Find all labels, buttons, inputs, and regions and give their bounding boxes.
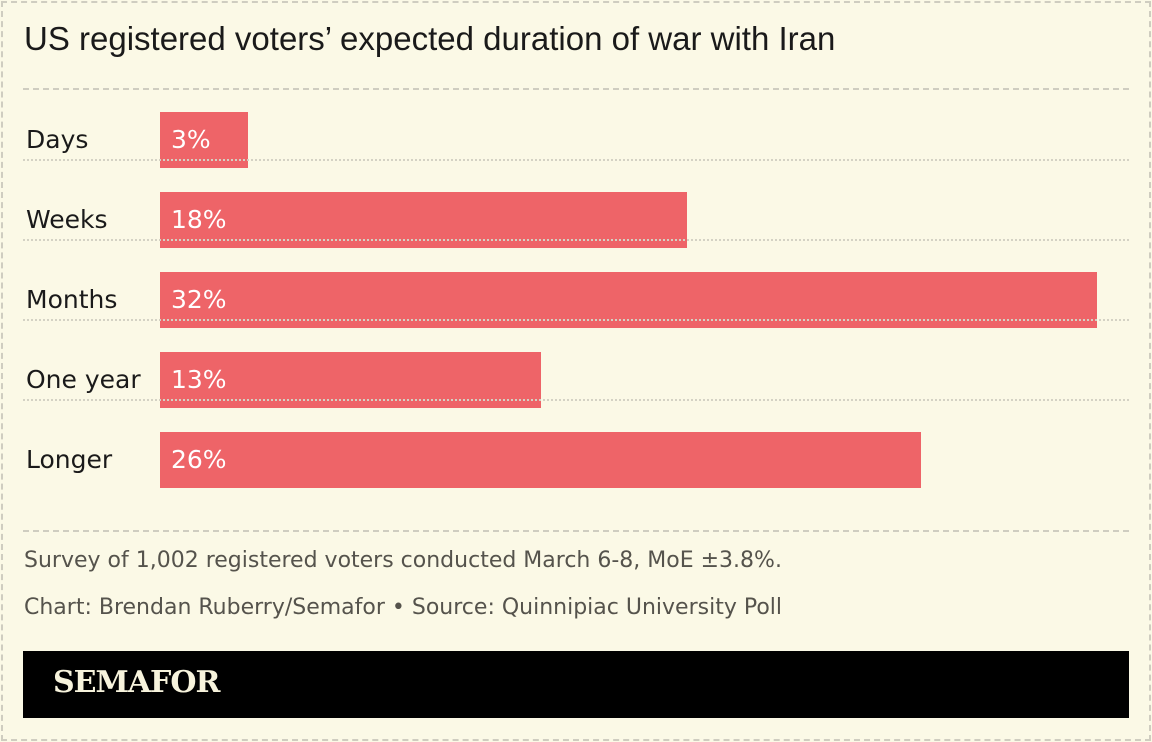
value-label: 3% (171, 125, 211, 154)
category-label: One year (26, 365, 141, 394)
divider (23, 530, 1129, 532)
category-label: Months (26, 285, 118, 314)
brand-bar: SEMAFOR (23, 651, 1129, 718)
row-separator (23, 159, 1129, 161)
bar-days (160, 112, 248, 168)
credit-line: Chart: Brendan Ruberry/Semafor • Source:… (24, 595, 783, 620)
semafor-logo: SEMAFOR (53, 665, 220, 700)
bar-weeks (160, 192, 688, 248)
row-separator (23, 399, 1129, 401)
value-label: 26% (171, 445, 227, 474)
divider (23, 88, 1129, 90)
value-label: 32% (171, 285, 227, 314)
value-label: 18% (171, 205, 227, 234)
chart-title: US registered voters’ expected duration … (24, 20, 836, 57)
survey-note: Survey of 1,002 registered voters conduc… (24, 548, 782, 573)
bar-longer (160, 432, 922, 488)
row-separator (23, 319, 1129, 321)
category-label: Weeks (26, 205, 108, 234)
row-separator (23, 239, 1129, 241)
category-label: Longer (26, 445, 113, 474)
bar-one-year (160, 352, 541, 408)
bar-months (160, 272, 1097, 328)
category-label: Days (26, 125, 89, 154)
value-label: 13% (171, 365, 227, 394)
